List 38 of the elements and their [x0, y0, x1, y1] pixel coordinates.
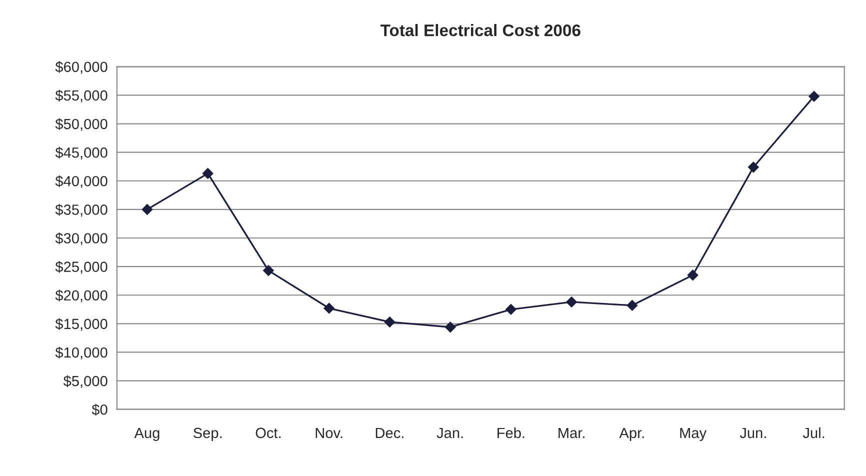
x-tick-label: Feb.	[498, 427, 524, 438]
point	[444, 322, 456, 333]
y-tick-label: $30,000	[55, 232, 108, 246]
x-tick-label: Jun.	[740, 428, 766, 438]
y-tick-label: $35,000	[55, 204, 108, 217]
y-tick-label: $60,000	[55, 61, 108, 74]
point	[687, 270, 698, 281]
x-tick-label: Nov.	[316, 428, 342, 438]
x-tick-label: Jan.	[436, 428, 463, 438]
x-tick-label: Dec.	[376, 428, 404, 438]
point	[626, 300, 638, 311]
point	[263, 265, 274, 276]
y-tick-label: $5,000	[63, 375, 108, 388]
y-tick-label: $40,000	[55, 175, 108, 188]
point	[384, 316, 396, 328]
point	[324, 302, 335, 314]
x-tick-label: Oct.	[256, 428, 280, 438]
y-tick-label: $25,000	[55, 261, 108, 274]
y-tick-label: $0	[92, 404, 108, 416]
x-tick-label: Apr.	[619, 428, 644, 442]
x-tick-label: Aug	[134, 428, 160, 442]
point	[748, 162, 759, 173]
y-tick-label: $50,000	[55, 118, 108, 131]
chart-title: Total Electrical Cost 2006	[380, 24, 580, 36]
x-tick-label: Jul.	[802, 427, 824, 438]
x-tick-label: May	[680, 428, 707, 442]
x-tick-label: Sep.	[194, 428, 222, 442]
y-tick-label: $15,000	[55, 318, 108, 331]
y-tick-label: $10,000	[55, 346, 108, 360]
y-tick-label: $20,000	[55, 290, 108, 302]
point	[808, 90, 820, 102]
y-tick-label: $45,000	[55, 146, 108, 160]
y-tick-label: $55,000	[55, 90, 108, 102]
x-tick-label: Mar.	[558, 428, 584, 438]
point	[506, 304, 516, 315]
point	[566, 296, 577, 308]
point	[142, 204, 153, 215]
point	[202, 168, 214, 179]
